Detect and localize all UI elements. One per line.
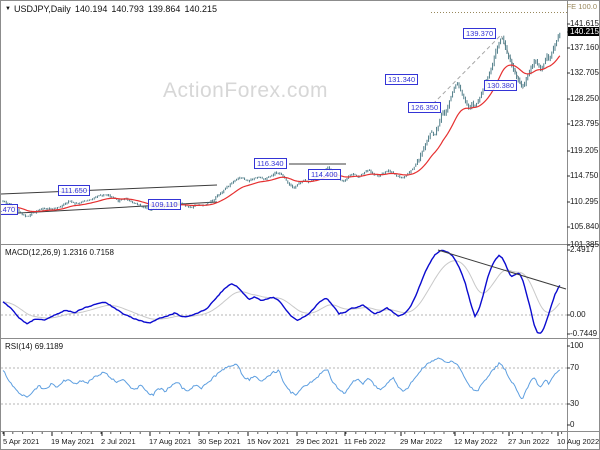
watermark: ActionForex.com bbox=[163, 79, 329, 102]
macd-trendline[interactable] bbox=[437, 249, 567, 290]
macd-main-line bbox=[2, 249, 561, 334]
macd-signal-line bbox=[2, 260, 561, 320]
trendline-0[interactable] bbox=[1, 184, 218, 195]
moving-average-line bbox=[2, 55, 561, 213]
rsi-line bbox=[2, 357, 561, 400]
fib-expansion-dashed-line[interactable] bbox=[432, 34, 524, 105]
price-bars bbox=[2, 32, 561, 218]
